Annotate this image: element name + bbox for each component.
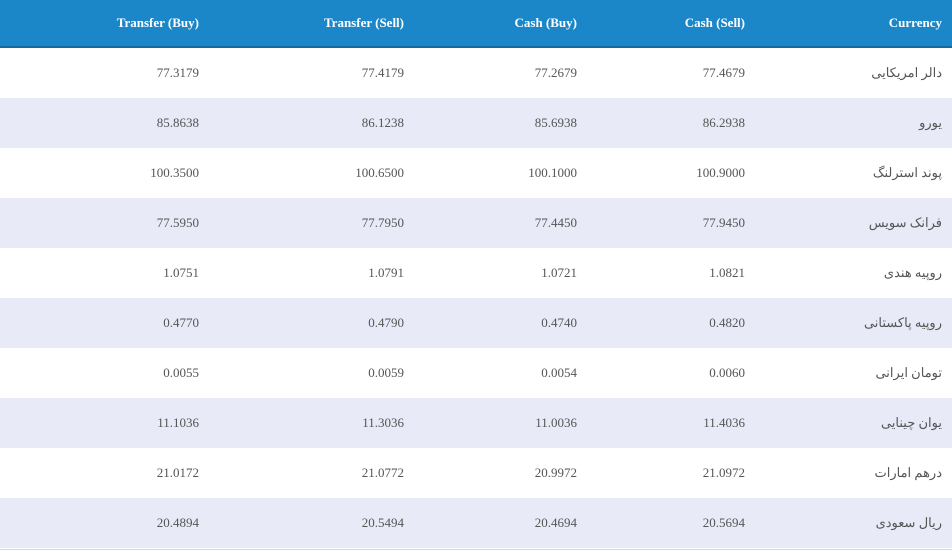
rate-cell: 0.4820 <box>709 315 745 330</box>
currency-name: دالر امریکایی <box>871 65 942 80</box>
rate-cell: 77.7950 <box>361 215 404 230</box>
rate-cell: 20.5694 <box>702 515 745 530</box>
header-cell: Cash (Buy) <box>514 15 578 30</box>
rate-cell: 77.2679 <box>534 65 577 80</box>
table-header: Transfer (Buy) Transfer (Sell) Cash (Buy) C… <box>0 0 952 48</box>
rate-cell: 1.0821 <box>709 265 745 280</box>
rate-cell: 77.4450 <box>534 215 577 230</box>
rate-cell: 0.0059 <box>368 365 404 380</box>
rate-cell: 11.1036 <box>157 415 199 430</box>
rate-cell: 20.9972 <box>534 465 577 480</box>
table-row: 77.3179 77.4179 77.2679 77.4679 دالر امریکای… <box>0 48 952 98</box>
rate-cell: 11.0036 <box>535 415 577 430</box>
rate-cell: 77.9450 <box>702 215 745 230</box>
rate-cell: 100.3500 <box>150 165 199 180</box>
rate-cell: 11.3036 <box>362 415 404 430</box>
rate-cell: 20.4694 <box>534 515 577 530</box>
currency-name: درهم امارات <box>874 465 943 480</box>
rate-cell: 100.9000 <box>696 165 745 180</box>
rate-cell: 20.5494 <box>361 515 404 530</box>
table-row: 77.5950 77.7950 77.4450 77.9450 فرانک سویس <box>0 198 952 248</box>
rate-cell: 11.4036 <box>703 415 745 430</box>
rate-cell: 100.1000 <box>528 165 577 180</box>
rate-cell: 21.0772 <box>361 465 404 480</box>
rate-cell: 1.0751 <box>163 265 199 280</box>
table-row: 1.0751 1.0791 1.0721 1.0821 روپیه هندی <box>0 248 952 298</box>
currency-name: یوان چینایی <box>880 415 942 430</box>
currency-name: روپیه پاکستانی <box>863 315 942 330</box>
rate-cell: 0.0055 <box>163 365 199 380</box>
rate-cell: 0.4770 <box>163 315 199 330</box>
header-cell: Transfer (Sell) <box>323 15 404 30</box>
rate-cell: 77.5950 <box>156 215 199 230</box>
rate-cell: 0.0054 <box>541 365 577 380</box>
rate-cell: 1.0721 <box>541 265 577 280</box>
currency-name: ریال سعودی <box>875 515 942 530</box>
table-row: 20.4894 20.5494 20.4694 20.5694 ریال سعودی <box>0 498 952 548</box>
currency-name: روپیه هندی <box>883 265 942 280</box>
currency-name: فرانک سویس <box>868 215 942 230</box>
table-border <box>0 549 952 550</box>
table-row: 0.4770 0.4790 0.4740 0.4820 روپیه پاکستانی <box>0 298 952 348</box>
header-cell: Cash (Sell) <box>684 15 745 30</box>
rate-cell: 86.2938 <box>702 115 745 130</box>
table-row: 11.1036 11.3036 11.0036 11.4036 یوان چینایی <box>0 398 952 448</box>
rate-cell: 77.3179 <box>156 65 199 80</box>
rate-cell: 0.0060 <box>709 365 745 380</box>
header-cell: Transfer (Buy) <box>116 15 199 30</box>
table-row: 0.0055 0.0059 0.0054 0.0060 تومان ایرانی <box>0 348 952 398</box>
rate-cell: 85.6938 <box>534 115 577 130</box>
rate-cell: 21.0172 <box>156 465 199 480</box>
rate-cell: 77.4679 <box>702 65 745 80</box>
rate-cell: 85.8638 <box>156 115 199 130</box>
header-cell: Currency <box>888 15 942 30</box>
currency-name: پوند استرلنگ <box>872 165 942 180</box>
rate-cell: 20.4894 <box>156 515 199 530</box>
currency-name: تومان ایرانی <box>875 365 942 380</box>
currency-name: یورو <box>919 115 942 130</box>
rate-cell: 0.4740 <box>541 315 577 330</box>
table-row: 85.8638 86.1238 85.6938 86.2938 یورو <box>0 98 952 148</box>
rate-cell: 1.0791 <box>368 265 404 280</box>
rate-cell: 0.4790 <box>368 315 404 330</box>
rate-cell: 21.0972 <box>702 465 745 480</box>
rate-cell: 86.1238 <box>361 115 404 130</box>
rate-cell: 100.6500 <box>355 165 404 180</box>
table-row: 21.0172 21.0772 20.9972 21.0972 درهم امارات <box>0 448 952 498</box>
rate-cell: 77.4179 <box>361 65 404 80</box>
table-row: 100.3500 100.6500 100.1000 100.9000 پوند است… <box>0 148 952 198</box>
